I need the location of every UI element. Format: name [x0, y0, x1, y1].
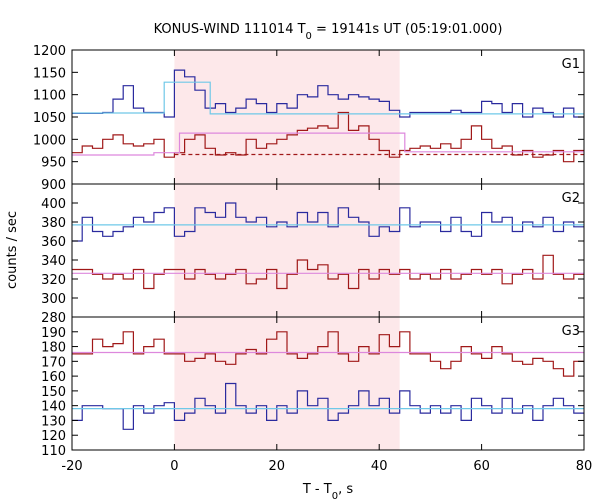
y-tick-label: 180	[41, 341, 66, 356]
x-tick-label: 60	[473, 459, 490, 474]
y-tick-label: 1000	[33, 133, 66, 148]
panel-plot-area	[72, 202, 584, 290]
series-line-g3-0	[72, 331, 584, 377]
x-tick-label: 20	[269, 459, 286, 474]
y-axis-title: counts / sec	[5, 211, 20, 289]
y-tick-label: 1150	[33, 66, 66, 81]
series-line-g3-1	[72, 382, 584, 430]
x-axis-title-rest: , s	[338, 482, 353, 497]
series-line-g1-3	[72, 132, 584, 156]
chart-title: KONUS-WIND 111014 T0 = 19141s UT (05:19:…	[154, 22, 503, 42]
y-tick-label: 400	[41, 197, 66, 212]
series-line-g1-0	[72, 69, 584, 118]
series-line-g1-2	[72, 81, 584, 115]
y-tick-label: 900	[41, 178, 66, 193]
y-tick-label: 110	[41, 444, 66, 459]
x-tick-label: 0	[170, 459, 178, 474]
x-tick-label: 40	[371, 459, 388, 474]
y-tick-label: 130	[41, 414, 66, 429]
panel-plot-area	[72, 331, 584, 430]
x-tick-label: 80	[576, 459, 593, 474]
y-tick-label: 1050	[33, 111, 66, 126]
y-tick-label: 340	[41, 254, 66, 269]
shaded-region	[174, 50, 400, 450]
y-tick-label: 1200	[33, 44, 66, 59]
panel-g2: 280 300 320 340 360 380 400 G2	[41, 183, 585, 326]
chart-title-subscript: 0	[306, 31, 312, 42]
y-tick-label: 140	[41, 400, 66, 415]
panel-g1: 900 950 1000 1050 1100 1150 1200 G1	[33, 44, 585, 193]
series-line-g1-1	[72, 111, 584, 163]
y-tick-label: 950	[41, 156, 66, 171]
y-tick-label: 1100	[33, 89, 66, 104]
panel-plot-area	[72, 69, 584, 163]
x-tick-label: -20	[61, 459, 82, 474]
panel-label: G2	[562, 191, 580, 206]
panel-frame	[71, 316, 585, 451]
series-line-g2-0	[72, 202, 584, 242]
panel-label: G3	[562, 324, 580, 339]
chart-title-rest: = 19141s UT (05:19:01.000)	[312, 22, 502, 37]
y-tick-label: 170	[41, 355, 66, 370]
y-tick-label: 320	[41, 273, 66, 288]
y-tick-label: 280	[41, 311, 66, 326]
y-tick-label: 190	[41, 326, 66, 341]
y-tick-label: 120	[41, 429, 66, 444]
y-tick-label: 150	[41, 385, 66, 400]
panel-label: G1	[562, 57, 580, 72]
y-tick-label: 360	[41, 235, 66, 250]
y-tick-label: 380	[41, 216, 66, 231]
x-axis-title-subscript: 0	[332, 491, 338, 500]
y-tick-label: 300	[41, 292, 66, 307]
y-tick-label: 160	[41, 370, 66, 385]
x-axis-title: T - T0, s	[302, 482, 353, 500]
